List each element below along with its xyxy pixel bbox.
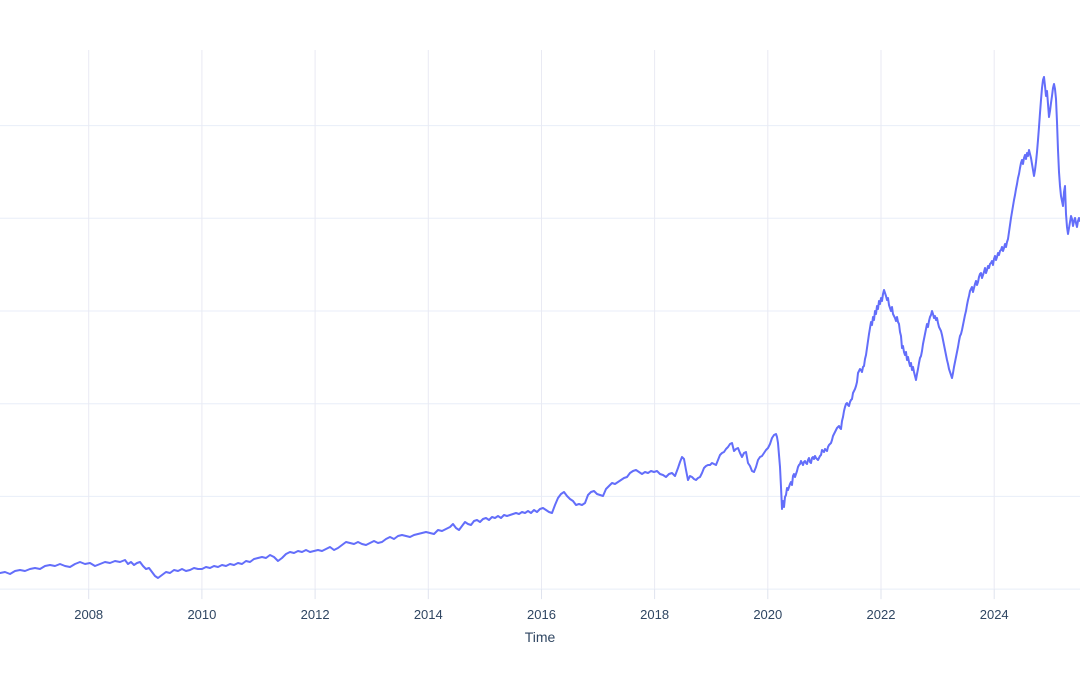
horizontal-gridlines: [0, 125, 1080, 590]
x-axis-title: Time: [525, 629, 556, 645]
x-tick-label: 2008: [74, 607, 103, 622]
x-tick-label: 2016: [527, 607, 556, 622]
x-tick-label: 2010: [187, 607, 216, 622]
x-tick-marks: [88, 589, 995, 600]
x-tick-label: 2024: [980, 607, 1009, 622]
x-tick-labels: 2008 2010 2012 2014 2016 2018 2020 2022 2024: [74, 607, 1008, 622]
x-tick-label: 2020: [753, 607, 782, 622]
x-tick-label: 2018: [640, 607, 669, 622]
vertical-gridlines: [88, 50, 995, 590]
x-tick-label: 2012: [301, 607, 330, 622]
price-line-series: [0, 76, 1080, 579]
x-tick-label: 2014: [414, 607, 443, 622]
x-tick-label: 2022: [867, 607, 896, 622]
